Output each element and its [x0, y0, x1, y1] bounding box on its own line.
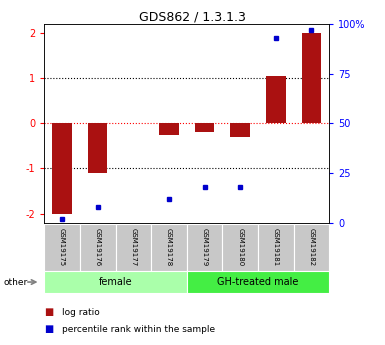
Bar [44, 224, 80, 271]
Text: female: female [99, 277, 132, 287]
Text: GSM19175: GSM19175 [59, 228, 65, 267]
Bar [187, 224, 223, 271]
Bar [80, 224, 116, 271]
Bar [151, 224, 187, 271]
Text: GSM19179: GSM19179 [201, 228, 208, 267]
Bar [293, 224, 329, 271]
Text: GH-treated male: GH-treated male [217, 277, 299, 287]
Bar [88, 124, 107, 173]
Text: GSM19178: GSM19178 [166, 228, 172, 267]
Bar [195, 124, 214, 132]
Text: GSM19182: GSM19182 [308, 228, 315, 267]
Bar [230, 124, 250, 137]
Text: percentile rank within the sample: percentile rank within the sample [62, 325, 215, 334]
Text: GSM19181: GSM19181 [273, 228, 279, 267]
Text: log ratio: log ratio [62, 308, 99, 317]
Bar [52, 124, 72, 214]
Bar [223, 224, 258, 271]
Text: GSM19177: GSM19177 [130, 228, 136, 267]
Bar [187, 271, 329, 293]
Text: ■: ■ [44, 307, 54, 317]
Text: GSM19176: GSM19176 [95, 228, 101, 267]
Text: other: other [4, 277, 28, 287]
Bar [258, 224, 294, 271]
Bar [44, 271, 187, 293]
Text: GSM19180: GSM19180 [237, 228, 243, 267]
Bar [301, 33, 321, 124]
Text: ■: ■ [44, 325, 54, 334]
Bar [116, 224, 151, 271]
Bar [266, 76, 286, 124]
Bar [159, 124, 179, 135]
Text: GDS862 / 1.3.1.3: GDS862 / 1.3.1.3 [139, 10, 246, 23]
